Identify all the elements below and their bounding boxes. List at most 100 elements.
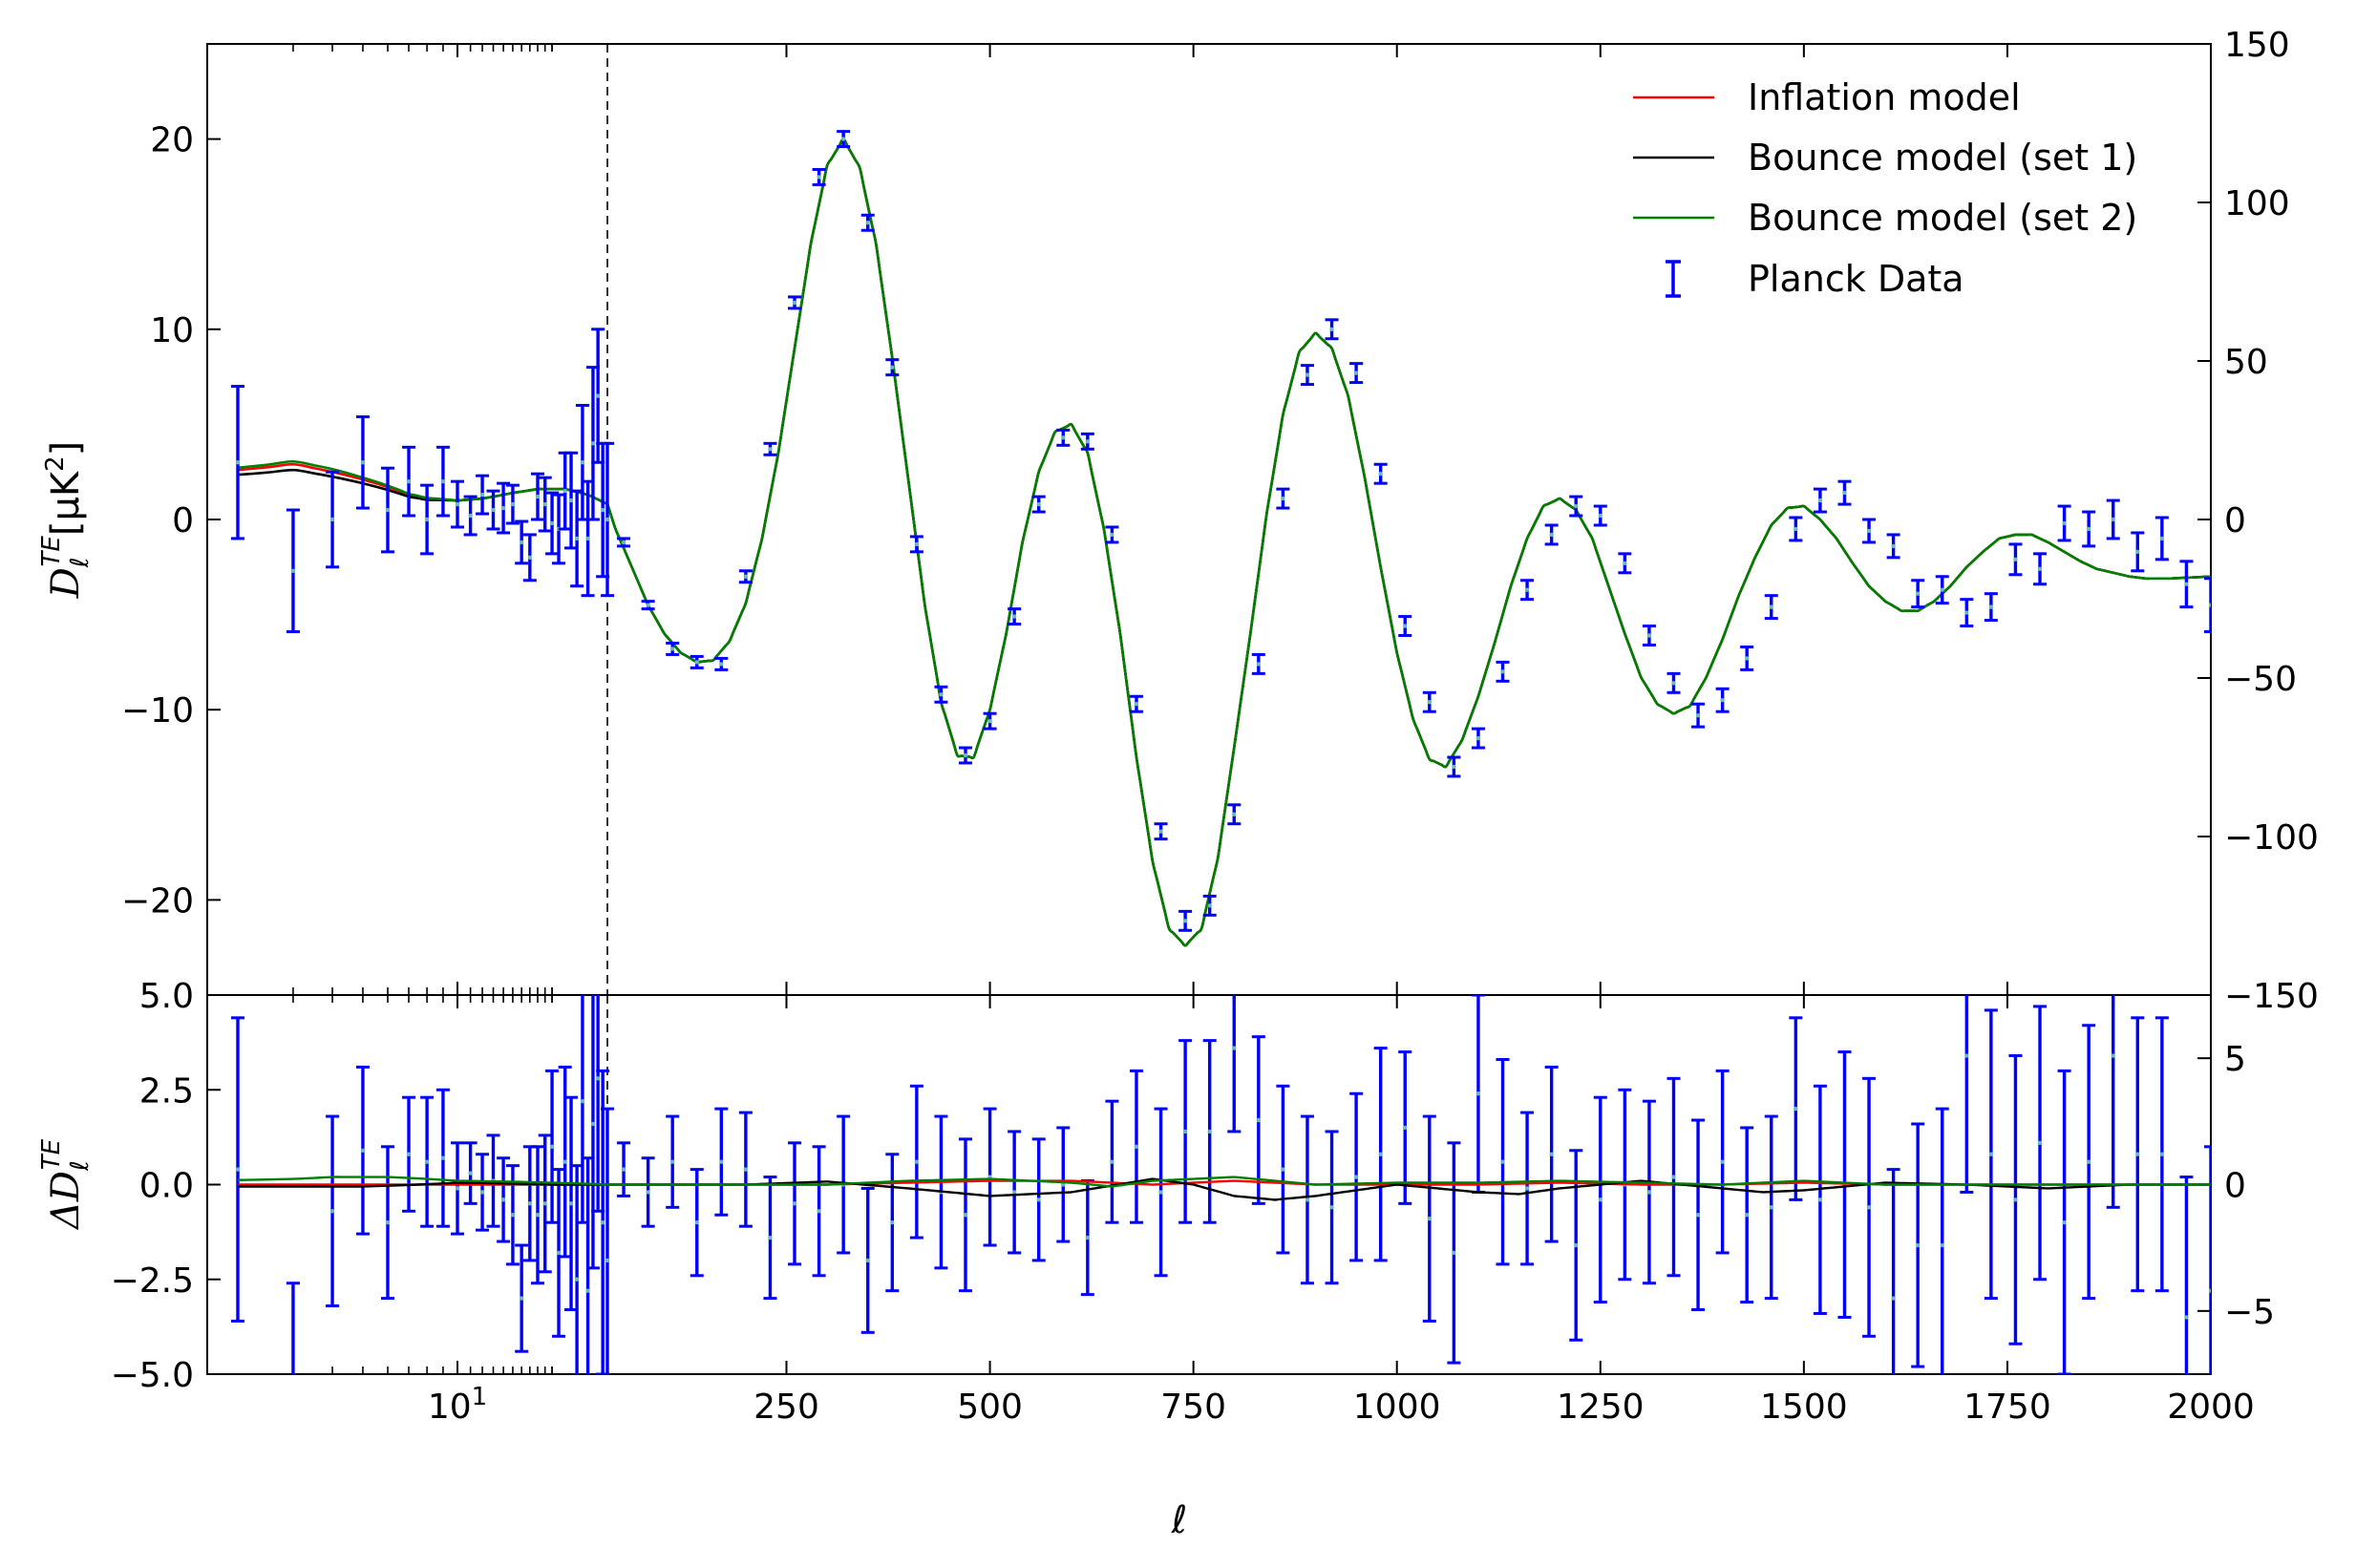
top-data-marker (1232, 812, 1237, 816)
bottom-data-marker (1695, 1213, 1701, 1218)
top-data-point (2179, 560, 2194, 609)
bottom-data-point (763, 1176, 777, 1301)
bottom-data-marker (1329, 1205, 1334, 1210)
top-data-marker (500, 505, 506, 511)
top-data-point (1764, 594, 1778, 621)
legend-label-data: Planck Data (1748, 258, 1964, 300)
top-data-marker (1646, 633, 1652, 638)
bottom-data-marker (1817, 1197, 1823, 1202)
bottom-data-marker (1598, 1197, 1603, 1202)
bottom-data-point (538, 1134, 552, 1274)
top-data-marker (1988, 604, 1994, 609)
top-data-point (1984, 592, 1998, 623)
bottom-data-marker (2159, 1152, 2165, 1156)
bottom-data-point (1813, 1084, 1827, 1315)
top-data-point (1960, 598, 1974, 628)
top-data-marker (535, 494, 541, 499)
top-curve-bounce-set2 (237, 138, 2211, 947)
bottom-data-marker (694, 1220, 699, 1225)
top-data-marker (527, 555, 533, 561)
top-data-point (1325, 318, 1339, 341)
top-data-point (463, 495, 478, 537)
bottom-data-marker (1915, 1242, 1921, 1248)
top-data-marker (1353, 371, 1359, 375)
top-data-marker (2013, 557, 2018, 562)
legend-swatch-data (1666, 260, 1681, 298)
top-data-point (1520, 579, 1535, 602)
bottom-y-tick-label: 5.0 (139, 977, 194, 1016)
top-data-marker (1940, 587, 1944, 592)
bottom-data-marker (1940, 1242, 1944, 1248)
top-data-marker (1329, 327, 1334, 331)
bottom-data-marker (1964, 1053, 1969, 1058)
top-data-point (505, 483, 520, 525)
top-data-point (1349, 362, 1364, 385)
bottom-data-marker (1378, 1152, 1383, 1156)
bottom-data-marker (768, 1235, 773, 1240)
top-data-marker (1403, 624, 1408, 628)
bottom-data-marker (1305, 1197, 1310, 1202)
top-right-y-tick-label: 100 (2224, 184, 2290, 223)
bottom-data-point (596, 1069, 610, 1374)
bottom-data-point (1862, 1076, 1877, 1338)
top-data-marker (590, 441, 596, 446)
bottom-data-marker (890, 1220, 895, 1225)
bottom-data-marker (406, 1152, 412, 1156)
bottom-data-marker (1182, 1129, 1188, 1134)
bottom-data-marker (510, 1213, 516, 1218)
bottom-y-tick-label: 0.0 (139, 1167, 194, 1206)
bottom-data-marker (646, 1190, 650, 1195)
bottom-data-marker (1988, 1152, 1994, 1156)
top-data-point (530, 472, 544, 521)
bottom-data-point (885, 1153, 900, 1293)
top-data-marker (694, 660, 699, 665)
bottom-data-point (463, 1141, 478, 1205)
top-data-marker (1500, 669, 1505, 674)
top-data-point (1373, 462, 1388, 485)
x-tick-label: 1750 (1963, 1388, 2051, 1427)
bottom-data-point (1398, 1050, 1412, 1205)
top-data-marker (1524, 587, 1530, 592)
bottom-data-marker (479, 1190, 485, 1195)
top-data-marker (455, 501, 460, 507)
top-data-marker (424, 517, 430, 522)
bottom-right-y-tick-label: 5 (2224, 1040, 2246, 1079)
bottom-data-point (1984, 1008, 1998, 1301)
top-data-marker (1769, 604, 1773, 609)
bottom-data-point (1593, 1095, 1607, 1304)
top-data-point (2082, 510, 2096, 548)
bottom-data-marker (424, 1159, 430, 1164)
top-data-marker (580, 460, 585, 465)
bottom-data-marker (1232, 1046, 1237, 1050)
top-data-point (1008, 607, 1022, 626)
top-data-marker (510, 501, 516, 507)
bottom-data-point (2154, 1016, 2169, 1293)
bottom-data-marker (235, 1167, 241, 1172)
bottom-data-marker (817, 1209, 821, 1214)
top-data-point (1080, 432, 1094, 451)
top-data-marker (1695, 712, 1701, 718)
legend-label-bounce1: Bounce model (set 1) (1748, 137, 2137, 179)
top-y-tick-label: 0 (172, 501, 194, 540)
bottom-data-marker (549, 1144, 555, 1150)
top-data-marker (574, 536, 580, 541)
x-tick-label: 1250 (1557, 1388, 1645, 1427)
bottom-data-point (530, 1145, 544, 1285)
bottom-data-marker (1403, 1125, 1408, 1131)
bottom-data-marker (743, 1167, 749, 1172)
bottom-data-point (2082, 1024, 2096, 1301)
bottom-data-point (402, 1095, 416, 1213)
top-data-point (738, 569, 753, 584)
bottom-data-point (552, 1168, 566, 1338)
top-data-point (1715, 687, 1730, 713)
top-data-point (420, 483, 435, 556)
bottom-data-marker (1500, 1159, 1505, 1164)
bottom-data-marker (2135, 1152, 2140, 1156)
bottom-data-point (1300, 1114, 1314, 1285)
bottom-data-point (1154, 1107, 1168, 1278)
top-data-marker (963, 752, 968, 758)
bottom-data-point (959, 1137, 973, 1293)
bottom-data-marker (1452, 1250, 1456, 1256)
top-data-point (837, 130, 851, 149)
